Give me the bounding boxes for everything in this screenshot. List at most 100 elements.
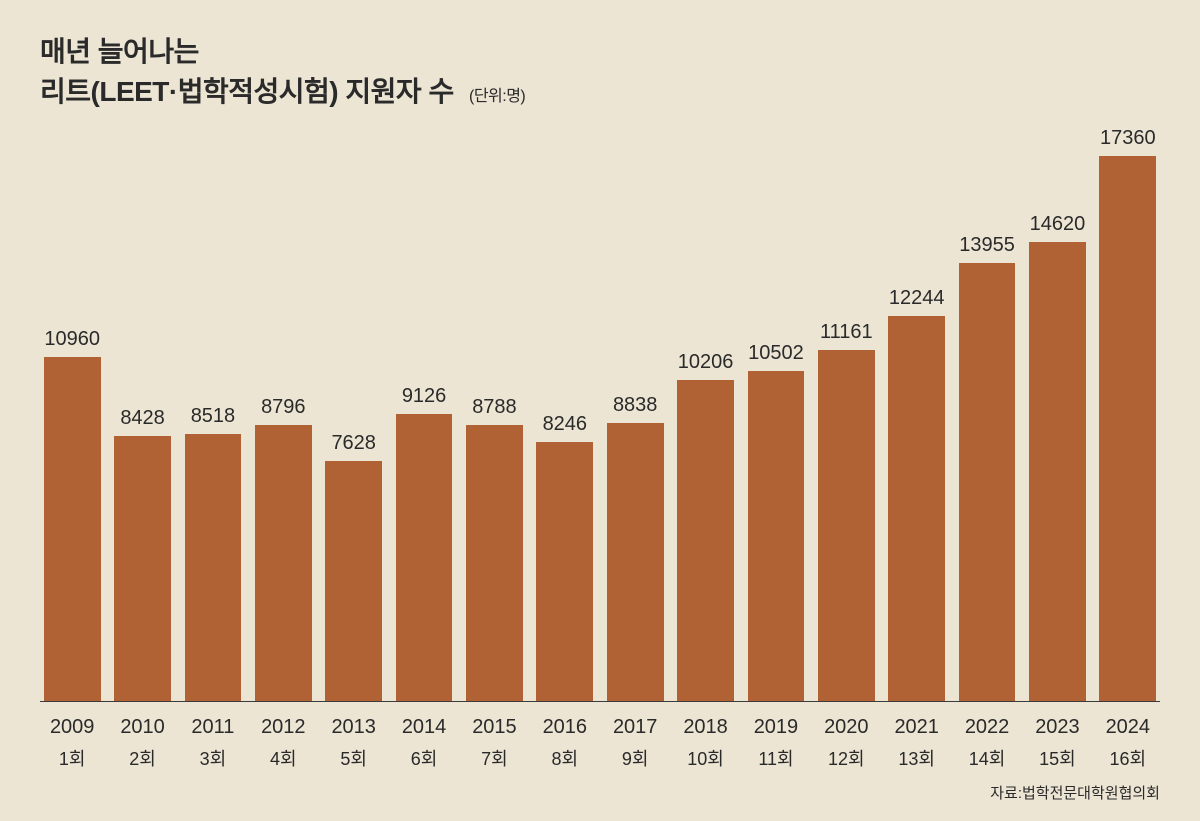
bar-slot: 9126 bbox=[392, 120, 456, 701]
x-label-slot: 2010 2회 bbox=[110, 716, 174, 771]
bar-slot: 8246 bbox=[533, 120, 597, 701]
bar-value-label: 7628 bbox=[331, 432, 376, 455]
x-label-slot: 2013 5회 bbox=[322, 716, 386, 771]
bar-slot: 8518 bbox=[181, 120, 245, 701]
source-label: 자료:법학전문대학원협의회 bbox=[990, 782, 1160, 803]
x-label-round: 15회 bbox=[1025, 745, 1089, 771]
bar bbox=[1029, 242, 1086, 701]
bar-value-label: 10502 bbox=[748, 342, 804, 365]
x-label-slot: 2018 10회 bbox=[673, 716, 737, 771]
x-label-slot: 2020 12회 bbox=[814, 716, 878, 771]
x-label-year: 2013 bbox=[322, 716, 386, 739]
x-label-round: 2회 bbox=[110, 745, 174, 771]
bar bbox=[1099, 156, 1156, 701]
bar-slot: 8796 bbox=[251, 120, 315, 701]
bar-value-label: 13955 bbox=[959, 234, 1015, 257]
bar-slot: 7628 bbox=[322, 120, 386, 701]
x-label-round: 12회 bbox=[814, 745, 878, 771]
x-label-round: 13회 bbox=[885, 745, 949, 771]
x-label-slot: 2023 15회 bbox=[1025, 716, 1089, 771]
bar-slot: 17360 bbox=[1096, 120, 1160, 701]
x-label-round: 11회 bbox=[744, 745, 808, 771]
bar bbox=[396, 414, 453, 701]
x-label-slot: 2021 13회 bbox=[885, 716, 949, 771]
x-label-slot: 2014 6회 bbox=[392, 716, 456, 771]
bar bbox=[466, 425, 523, 701]
bar-slot: 10206 bbox=[673, 120, 737, 701]
x-label-year: 2011 bbox=[181, 716, 245, 739]
x-label-year: 2014 bbox=[392, 716, 456, 739]
x-label-year: 2018 bbox=[673, 716, 737, 739]
bars-row: 10960 8428 8518 8796 7628 9126 8788 8246 8838 102… bbox=[40, 120, 1160, 701]
plot-area: 10960 8428 8518 8796 7628 9126 8788 8246 8838 102… bbox=[40, 120, 1160, 701]
x-label-slot: 2015 7회 bbox=[462, 716, 526, 771]
bar-value-label: 8246 bbox=[543, 413, 588, 436]
bar-value-label: 8518 bbox=[191, 405, 236, 428]
bar-slot: 8428 bbox=[110, 120, 174, 701]
x-label-round: 14회 bbox=[955, 745, 1019, 771]
x-label-year: 2010 bbox=[110, 716, 174, 739]
x-label-round: 7회 bbox=[462, 745, 526, 771]
bar-value-label: 10206 bbox=[678, 351, 734, 374]
bar-value-label: 8788 bbox=[472, 396, 517, 419]
bar bbox=[325, 461, 382, 701]
bar-value-label: 11161 bbox=[820, 321, 873, 344]
bar bbox=[44, 357, 101, 701]
x-label-slot: 2019 11회 bbox=[744, 716, 808, 771]
bar bbox=[536, 442, 593, 701]
bar bbox=[255, 425, 312, 701]
bar bbox=[114, 436, 171, 701]
chart-title-line2: 리트(LEET·법학적성시험) 지원자 수 bbox=[40, 76, 454, 107]
x-label-round: 5회 bbox=[322, 745, 386, 771]
x-axis-baseline bbox=[40, 701, 1160, 702]
bar-value-label: 12244 bbox=[889, 287, 945, 310]
bar bbox=[959, 263, 1016, 701]
x-label-round: 4회 bbox=[251, 745, 315, 771]
bar-slot: 13955 bbox=[955, 120, 1019, 701]
bar-value-label: 10960 bbox=[44, 328, 100, 351]
x-label-slot: 2011 3회 bbox=[181, 716, 245, 771]
bar-slot: 10960 bbox=[40, 120, 104, 701]
x-label-year: 2024 bbox=[1096, 716, 1160, 739]
bar bbox=[185, 434, 242, 702]
x-label-round: 16회 bbox=[1096, 745, 1160, 771]
x-label-year: 2023 bbox=[1025, 716, 1089, 739]
chart-container: 매년 늘어나는 리트(LEET·법학적성시험) 지원자 수 (단위:명) 109… bbox=[0, 0, 1200, 821]
chart-title-line2-wrap: 리트(LEET·법학적성시험) 지원자 수 (단위:명) bbox=[40, 70, 1160, 110]
bar-slot: 12244 bbox=[885, 120, 949, 701]
x-label-year: 2020 bbox=[814, 716, 878, 739]
x-label-slot: 2024 16회 bbox=[1096, 716, 1160, 771]
x-label-round: 10회 bbox=[673, 745, 737, 771]
x-label-year: 2012 bbox=[251, 716, 315, 739]
bar bbox=[888, 316, 945, 701]
x-label-slot: 2009 1회 bbox=[40, 716, 104, 771]
x-label-year: 2021 bbox=[885, 716, 949, 739]
bar bbox=[818, 350, 875, 701]
bar bbox=[677, 380, 734, 701]
x-label-round: 6회 bbox=[392, 745, 456, 771]
chart-unit-label: (단위:명) bbox=[469, 88, 525, 105]
bar-value-label: 8796 bbox=[261, 396, 306, 419]
chart-title-line1: 매년 늘어나는 bbox=[40, 30, 1160, 70]
bar-value-label: 9126 bbox=[402, 385, 447, 408]
x-label-year: 2009 bbox=[40, 716, 104, 739]
bar-slot: 14620 bbox=[1025, 120, 1089, 701]
x-label-year: 2016 bbox=[533, 716, 597, 739]
x-label-round: 3회 bbox=[181, 745, 245, 771]
bar-value-label: 14620 bbox=[1030, 213, 1086, 236]
x-label-slot: 2012 4회 bbox=[251, 716, 315, 771]
bar-value-label: 17360 bbox=[1100, 127, 1156, 150]
x-label-year: 2019 bbox=[744, 716, 808, 739]
bar-slot: 10502 bbox=[744, 120, 808, 701]
x-label-round: 9회 bbox=[603, 745, 667, 771]
x-label-round: 1회 bbox=[40, 745, 104, 771]
bar bbox=[607, 423, 664, 701]
bar bbox=[748, 371, 805, 701]
bar-slot: 8788 bbox=[462, 120, 526, 701]
x-label-slot: 20168회 bbox=[533, 716, 597, 771]
chart-title-block: 매년 늘어나는 리트(LEET·법학적성시험) 지원자 수 (단위:명) bbox=[40, 30, 1160, 110]
bar-slot: 8838 bbox=[603, 120, 667, 701]
bar-value-label: 8428 bbox=[120, 407, 165, 430]
x-label-year: 2015 bbox=[462, 716, 526, 739]
x-label-year: 2017 bbox=[603, 716, 667, 739]
